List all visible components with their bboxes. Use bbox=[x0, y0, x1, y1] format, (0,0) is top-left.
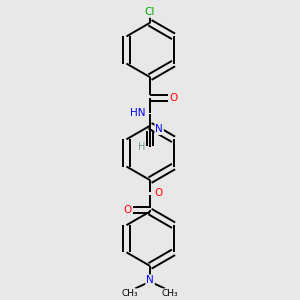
Text: N: N bbox=[146, 275, 154, 285]
Text: H: H bbox=[138, 142, 145, 152]
Text: CH₃: CH₃ bbox=[162, 289, 178, 298]
Text: O: O bbox=[124, 205, 132, 215]
Text: Cl: Cl bbox=[145, 7, 155, 17]
Text: CH₃: CH₃ bbox=[122, 289, 138, 298]
Text: O: O bbox=[154, 188, 163, 198]
Text: O: O bbox=[169, 93, 177, 103]
Text: N: N bbox=[155, 124, 163, 134]
Text: HN: HN bbox=[130, 108, 146, 118]
